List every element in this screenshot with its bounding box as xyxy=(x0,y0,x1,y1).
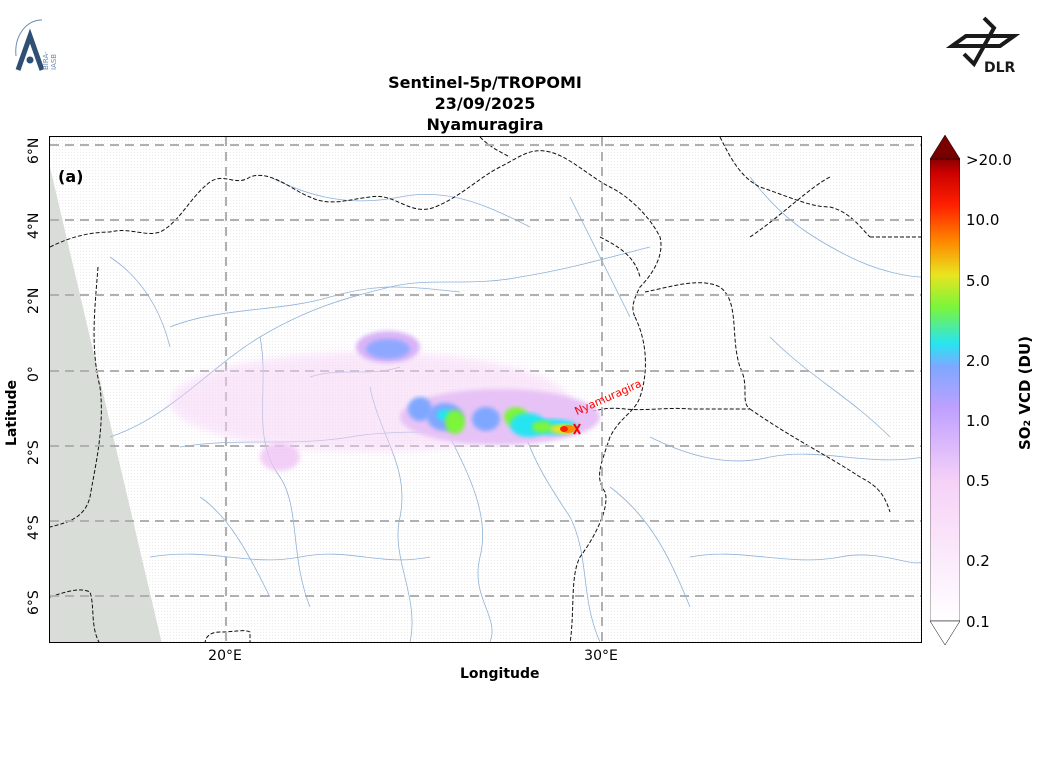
y-tick-6n: 6°N xyxy=(26,137,42,164)
chart-title: Sentinel-5p/TROPOMI xyxy=(388,73,582,92)
volcano-marker xyxy=(573,423,581,435)
so2-plume xyxy=(170,331,600,471)
colorbar-tick-10: 10.0 xyxy=(966,211,1000,229)
dlr-logo-text: DLR xyxy=(984,60,1016,76)
y-tick-0: 0° xyxy=(26,366,42,382)
y-tick-2s: 2°S xyxy=(26,440,42,465)
bira-iasb-logo-text: BIRA-IASB xyxy=(42,51,58,70)
no-data-region xyxy=(50,167,162,642)
y-tick-6s: 6°S xyxy=(26,590,42,615)
dlr-logo: DLR xyxy=(945,16,1022,78)
x-tick-20e: 20°E xyxy=(208,648,242,664)
bira-iasb-logo: BIRA-IASB xyxy=(12,16,60,74)
y-tick-4s: 4°S xyxy=(26,515,42,540)
colorbar-tick-20: >20.0 xyxy=(966,151,1012,169)
colorbar-tick-5: 5.0 xyxy=(966,272,990,290)
panel-label: (a) xyxy=(58,167,84,186)
colorbar-tick-1: 1.0 xyxy=(966,412,990,430)
map-canvas xyxy=(50,137,921,642)
y-axis-label: Latitude xyxy=(4,379,20,446)
y-tick-2n: 2°N xyxy=(26,287,42,314)
colorbar-tick-02: 0.2 xyxy=(966,552,990,570)
chart-volcano-name: Nyamuragira xyxy=(426,115,544,134)
map-panel: Nyamuragira (a) xyxy=(49,136,922,643)
colorbar-tick-01: 0.1 xyxy=(966,613,990,631)
colorbar-tick-05: 0.5 xyxy=(966,472,990,490)
colorbar-label: SO₂ VCD (DU) xyxy=(1016,336,1034,450)
country-borders xyxy=(50,137,921,642)
x-axis-label: Longitude xyxy=(460,666,540,682)
colorbar xyxy=(929,134,961,646)
x-tick-30e: 30°E xyxy=(584,648,618,664)
chart-date: 23/09/2025 xyxy=(434,94,536,113)
grid-lines xyxy=(50,137,921,642)
y-tick-4n: 4°N xyxy=(26,212,42,239)
colorbar-tick-2: 2.0 xyxy=(966,352,990,370)
